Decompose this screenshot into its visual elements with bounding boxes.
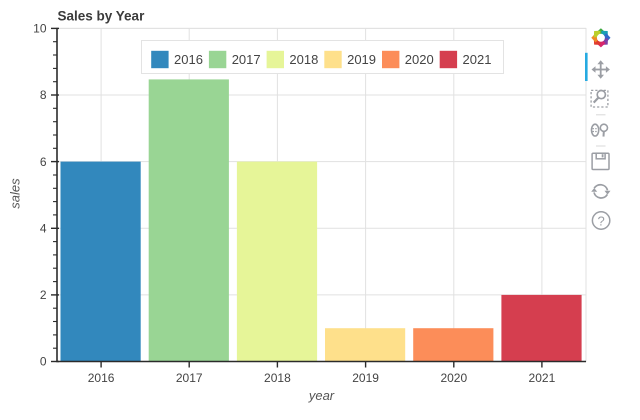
svg-text:sales: sales — [8, 178, 23, 209]
svg-text:2020: 2020 — [440, 371, 467, 385]
svg-text:2021: 2021 — [529, 371, 556, 385]
svg-text:2017: 2017 — [232, 52, 261, 67]
svg-text:2019: 2019 — [352, 371, 379, 385]
svg-text:0: 0 — [40, 355, 47, 369]
svg-text:?: ? — [597, 213, 604, 228]
svg-text:2016: 2016 — [88, 371, 115, 385]
svg-text:2017: 2017 — [176, 371, 203, 385]
svg-text:2: 2 — [40, 288, 47, 302]
svg-text:2019: 2019 — [347, 52, 376, 67]
svg-text:2016: 2016 — [174, 52, 203, 67]
svg-text:year: year — [308, 388, 335, 403]
svg-text:2018: 2018 — [289, 52, 318, 67]
svg-text:8: 8 — [40, 88, 47, 102]
svg-text:10: 10 — [33, 22, 47, 36]
svg-text:2020: 2020 — [405, 52, 434, 67]
svg-text:2018: 2018 — [264, 371, 291, 385]
svg-text:6: 6 — [40, 155, 47, 169]
svg-text:2021: 2021 — [463, 52, 492, 67]
svg-text:Sales by Year: Sales by Year — [58, 9, 146, 24]
svg-text:4: 4 — [40, 222, 47, 236]
